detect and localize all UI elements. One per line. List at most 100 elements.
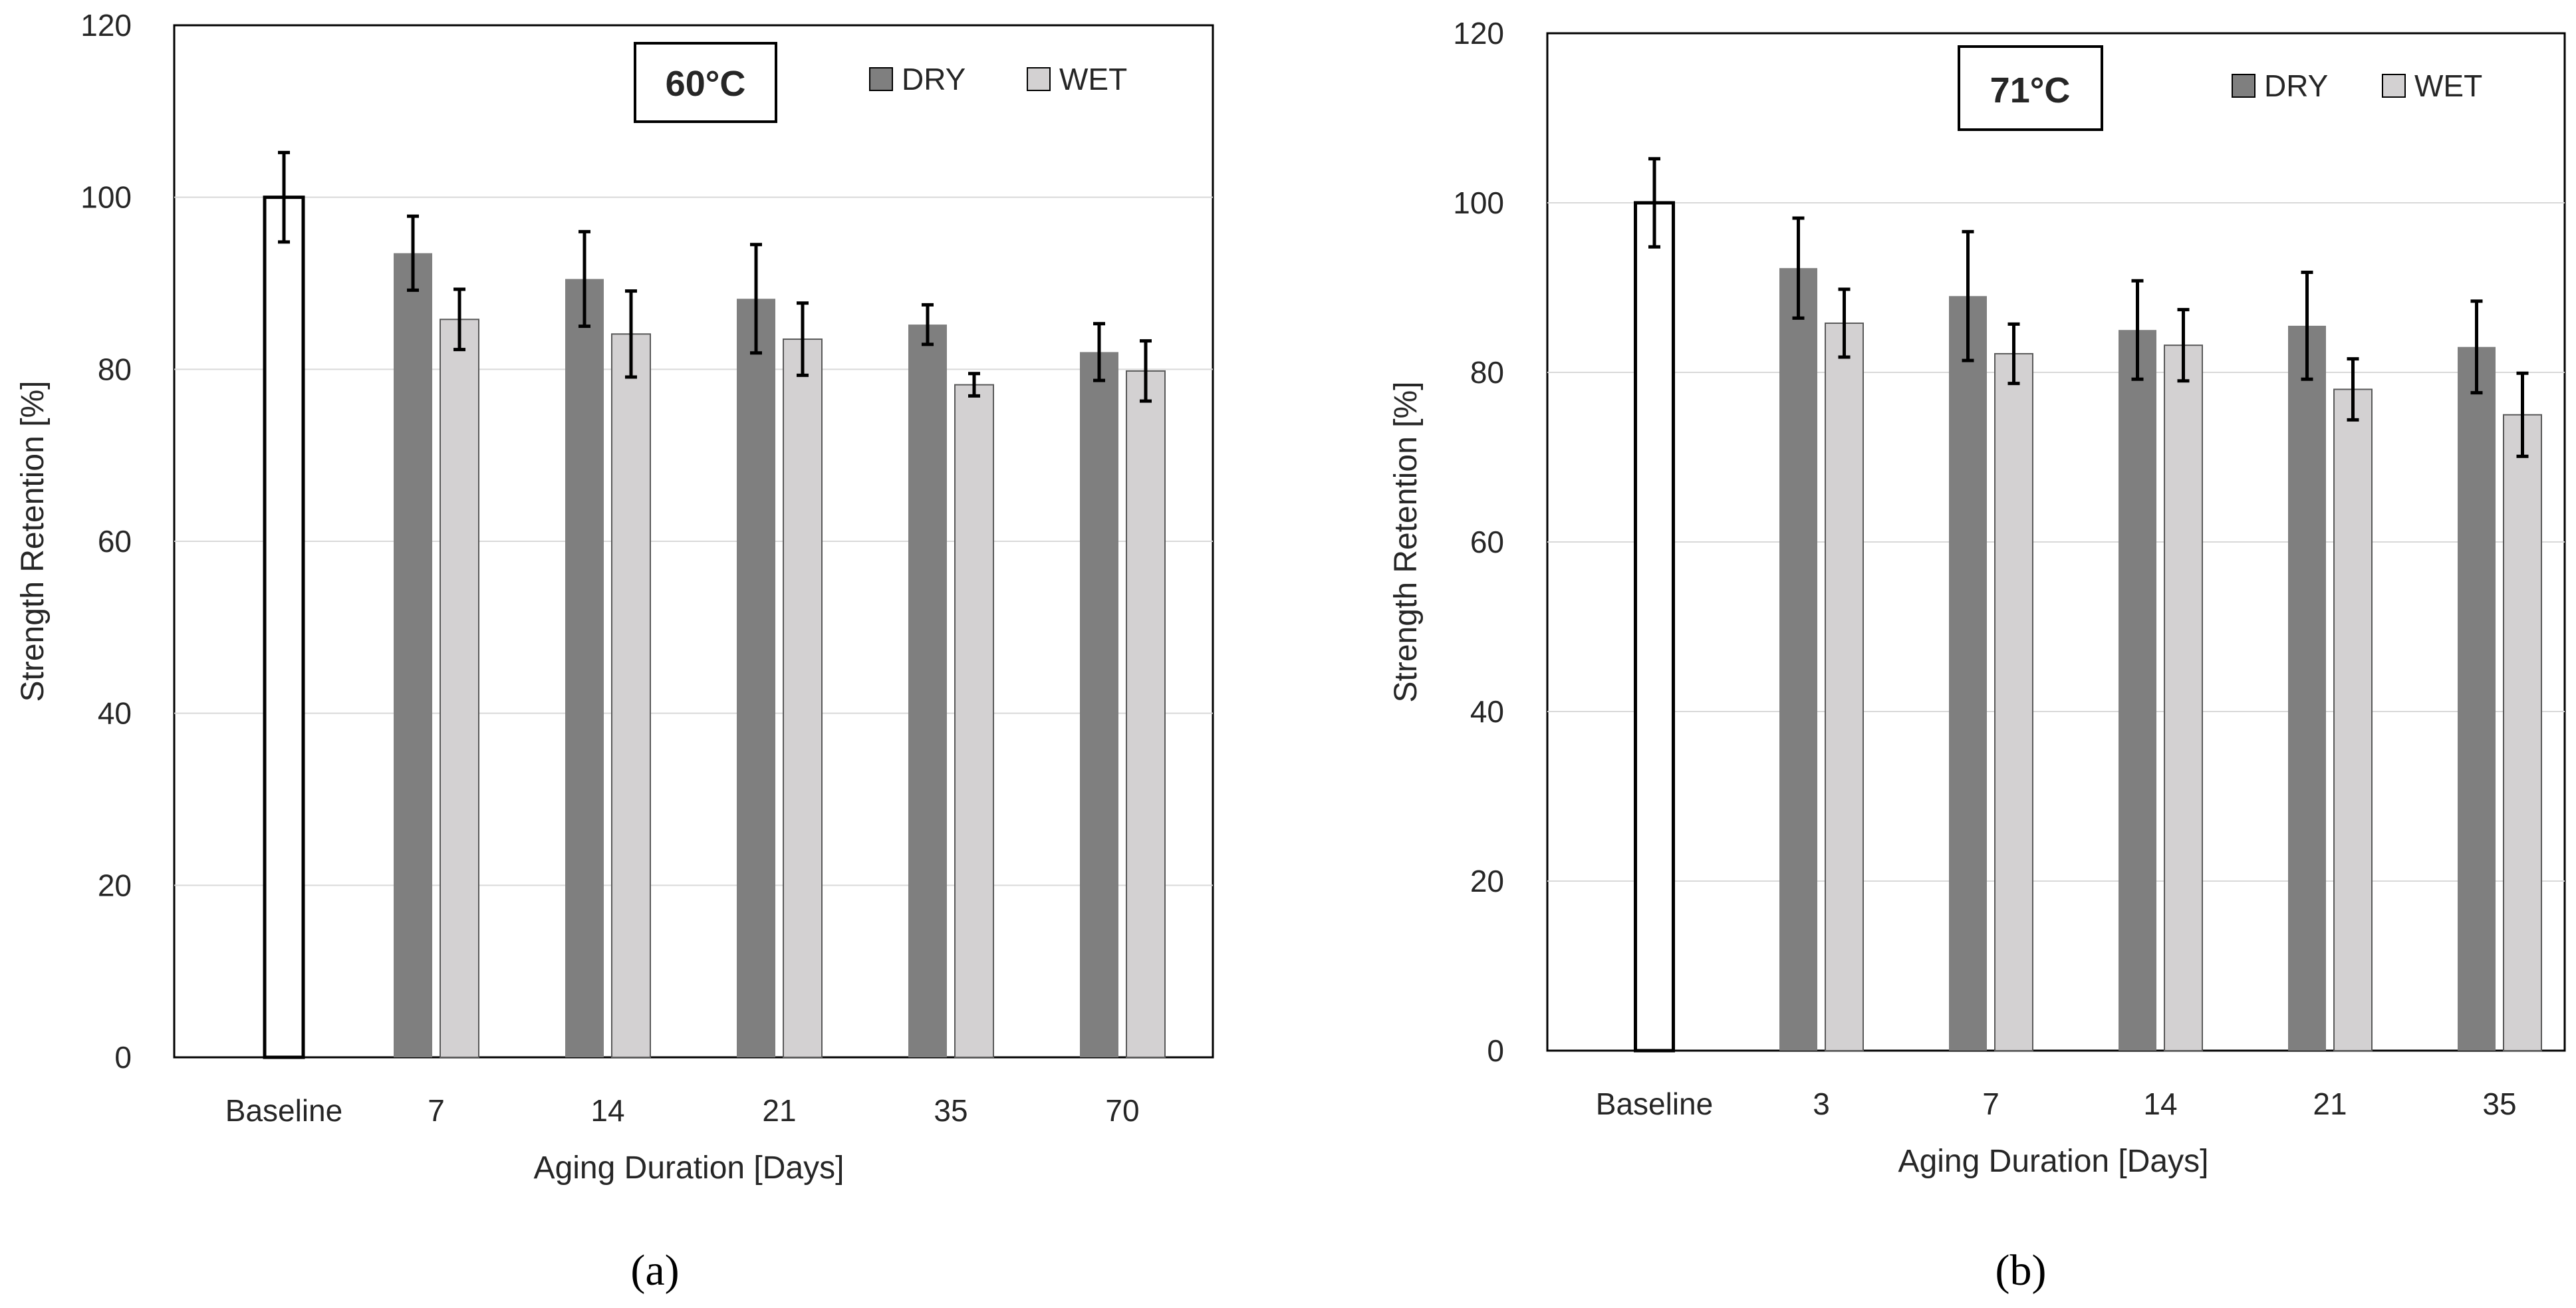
temperature-label-b: 71°C (1990, 70, 2071, 110)
x-tick-70-a: 70 (1105, 1093, 1139, 1128)
error-bar-wet-7-b (2007, 322, 2020, 386)
x-tick-21-b: 21 (2313, 1087, 2347, 1121)
x-tick-7-b: 7 (1982, 1087, 1999, 1121)
plot-area-b: 0 20 40 60 80 100 120 Baseline 3 7 14 21 35 (1453, 16, 2566, 1121)
bar-dry-21-b (2288, 325, 2326, 1051)
plot-area-a: 0 20 40 60 80 100 120 Baseline 7 14 21 35 70 (80, 8, 1214, 1128)
gridlines-b (1547, 202, 2565, 882)
temperature-label-a: 60°C (666, 64, 746, 104)
error-bar-wet-21-a (797, 301, 809, 377)
x-tick-35-a: 35 (934, 1093, 967, 1128)
x-tick-labels-a: Baseline 7 14 21 35 70 (225, 1093, 1140, 1128)
error-bars-b (1648, 157, 2529, 458)
bar-dry-14-b (2119, 330, 2156, 1051)
error-bar-dry-14-a (579, 229, 590, 328)
panel-b: 0 20 40 60 80 100 120 Baseline 3 7 14 21 35 71°C DR… (1388, 16, 2566, 1295)
legend-b: DRY WET (2232, 68, 2482, 103)
error-bar-dry-21-a (750, 243, 762, 355)
bar-wet-7-a (440, 319, 479, 1059)
y-tick-20-a: 20 (98, 868, 132, 902)
bar-wet-14-b (2164, 344, 2203, 1052)
x-axis-title-a: Aging Duration [Days] (534, 1150, 844, 1186)
y-tick-120-a: 120 (80, 8, 132, 43)
bar-wet-21-a (783, 338, 823, 1059)
y-tick-0-b: 0 (1487, 1033, 1504, 1068)
error-bar-dry-3-b (1792, 216, 1805, 320)
error-bar-dry-70-a (1093, 322, 1105, 382)
error-bar-dry-14-b (2131, 279, 2144, 381)
gridlines-a (174, 196, 1213, 886)
y-tick-0-a: 0 (114, 1040, 132, 1075)
error-bar-wet-14-b (2177, 308, 2190, 383)
y-tick-labels-b: 0 20 40 60 80 100 120 (1453, 16, 1504, 1068)
y-tick-60-a: 60 (98, 524, 132, 559)
bar-dry-35-b (2458, 346, 2496, 1051)
error-bar-wet-35-b (2516, 371, 2529, 458)
y-tick-100-a: 100 (80, 180, 132, 215)
y-tick-100-b: 100 (1453, 186, 1504, 220)
temperature-label-box-b: 71°C (1958, 45, 2103, 131)
panel-label-a: (a) (630, 1246, 679, 1295)
temperature-label-box-a: 60°C (634, 42, 777, 123)
y-axis-title-b: Strength Retention [%] (1388, 382, 1424, 703)
y-tick-20-b: 20 (1470, 864, 1504, 898)
x-tick-7-a: 7 (428, 1093, 445, 1128)
bar-baseline-a (263, 196, 305, 1059)
x-tick-baseline-a: Baseline (225, 1093, 342, 1128)
y-tick-labels-a: 0 20 40 60 80 100 120 (80, 8, 132, 1075)
y-tick-80-a: 80 (98, 352, 132, 386)
x-tick-21-a: 21 (762, 1093, 796, 1128)
bar-wet-35-b (2503, 414, 2542, 1051)
x-tick-35-b: 35 (2482, 1087, 2516, 1121)
error-bar-wet-7-a (453, 287, 465, 352)
legend-swatch-wet-b (2382, 74, 2406, 98)
error-bar-wet-35-a (968, 372, 980, 398)
y-axis-title-a: Strength Retention [%] (15, 381, 51, 702)
x-axis-title-b: Aging Duration [Days] (1898, 1144, 2209, 1179)
panel-a: 0 20 40 60 80 100 120 Baseline 7 14 21 35 70 60°C D… (15, 8, 1214, 1295)
bar-dry-35-a (908, 325, 947, 1058)
legend-label-wet-b: WET (2414, 68, 2482, 103)
x-tick-labels-b: Baseline 3 7 14 21 35 (1596, 1087, 2517, 1121)
bar-wet-70-a (1126, 370, 1166, 1058)
legend-label-wet-a: WET (1059, 62, 1127, 96)
bar-wet-21-b (2333, 388, 2373, 1051)
legend-swatch-dry-b (2232, 74, 2255, 98)
y-tick-40-b: 40 (1470, 694, 1504, 729)
x-tick-baseline-b: Baseline (1596, 1087, 1713, 1121)
error-bar-wet-70-a (1140, 339, 1152, 403)
error-bar-baseline-a (278, 150, 290, 244)
bar-dry-3-b (1779, 268, 1817, 1051)
error-bar-wet-21-b (2347, 357, 2359, 422)
error-bar-dry-7-b (1962, 229, 1974, 362)
error-bar-baseline-b (1648, 157, 1660, 249)
panel-label-b: (b) (1996, 1246, 2047, 1295)
error-bar-dry-35-b (2470, 299, 2483, 395)
error-bar-dry-35-a (922, 303, 934, 346)
legend-label-dry-a: DRY (902, 62, 966, 96)
legend-swatch-dry-a (869, 67, 893, 91)
bar-dry-14-a (565, 279, 604, 1057)
y-tick-40-a: 40 (98, 696, 132, 731)
legend-swatch-wet-a (1027, 67, 1051, 91)
bar-wet-3-b (1825, 323, 1864, 1051)
bar-wet-35-a (954, 384, 994, 1058)
error-bars-a (278, 150, 1152, 403)
bar-wet-14-a (611, 333, 651, 1059)
error-bar-dry-21-b (2301, 271, 2313, 381)
x-tick-14-a: 14 (590, 1093, 624, 1128)
legend-a: DRY WET (869, 62, 1127, 96)
bar-dry-70-a (1080, 352, 1118, 1057)
y-tick-80-b: 80 (1470, 355, 1504, 390)
y-tick-120-b: 120 (1453, 16, 1504, 51)
error-bar-dry-7-a (407, 214, 419, 292)
x-tick-14-b: 14 (2143, 1087, 2177, 1121)
bars-b (1634, 201, 2542, 1053)
bar-baseline-b (1634, 201, 1675, 1053)
bar-wet-7-b (1994, 352, 2033, 1052)
bar-dry-7-b (1949, 296, 1987, 1051)
legend-label-dry-b: DRY (2264, 68, 2328, 103)
error-bar-wet-14-a (625, 289, 637, 379)
y-tick-60-b: 60 (1470, 525, 1504, 559)
